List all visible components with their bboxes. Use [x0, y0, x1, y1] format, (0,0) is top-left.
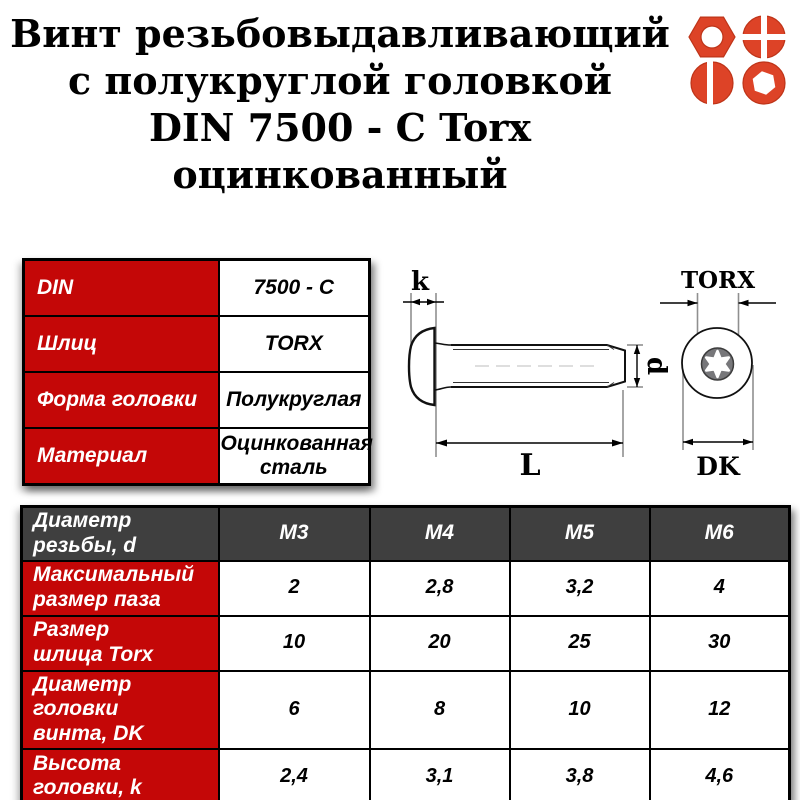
cell: 10	[508, 669, 651, 750]
title-line-2: с полукруглой головкой	[68, 58, 612, 103]
k-label: k	[411, 267, 430, 297]
column-header-m4: М4	[368, 505, 511, 562]
l-label: L	[519, 448, 540, 483]
cell: 2,8	[368, 559, 511, 617]
size-table: Диаметр резьбы, d М3 М4 М5 М6 Максимальн…	[20, 505, 791, 800]
table-row: Материал Оцинкованная сталь	[22, 427, 373, 486]
cell: 8	[368, 669, 511, 750]
row-label: Высота головки, k	[20, 747, 220, 800]
dk-label: DK	[696, 452, 741, 481]
technical-drawing: k d L TORX	[403, 267, 776, 483]
cell: 2	[217, 559, 371, 617]
fastener-logo	[688, 14, 787, 106]
row-label: Диаметр головки винта, DK	[20, 669, 220, 750]
spec-value-head-shape: Полукруглая	[217, 371, 371, 429]
k-dimension: k	[403, 267, 444, 306]
d-label: d	[641, 357, 671, 375]
dk-dimension: DK	[683, 438, 753, 481]
cell: 10	[217, 614, 371, 672]
table-row: Шлиц TORX	[22, 315, 371, 373]
hex-socket-icon	[742, 61, 786, 105]
torx-dimension: TORX	[660, 267, 776, 307]
table-row: Высота головки, k 2,4 3,1 3,8 4,6	[20, 747, 791, 800]
title-line-1: Винт резьбовыдавливающий	[10, 11, 670, 56]
table-header-row: Диаметр резьбы, d М3 М4 М5 М6	[20, 505, 791, 562]
title-line-3: DIN 7500 - C Torx	[148, 105, 532, 150]
table-row: Диаметр головки винта, DK 6 8 10 12	[20, 669, 791, 750]
torx-star	[704, 349, 731, 379]
spec-label-material: Материал	[22, 427, 220, 486]
cell: 3,1	[368, 747, 511, 800]
corner-header: Диаметр резьбы, d	[20, 505, 220, 562]
row-label: Размер шлица Torx	[20, 614, 220, 672]
cell: 6	[217, 669, 371, 750]
spec-value-material: Оцинкованная сталь	[217, 427, 373, 486]
table-row: Максимальный размер паза 2 2,8 3,2 4	[20, 559, 791, 617]
extension-lines	[410, 293, 754, 457]
screw-head-profile	[407, 326, 436, 407]
phillips-drive-icon	[741, 14, 787, 60]
spec-value-din: 7500 - C	[217, 258, 371, 317]
cell: 4	[648, 559, 791, 617]
screw-front-view	[681, 327, 753, 399]
column-header-m5: М5	[508, 505, 651, 562]
spec-table: DIN 7500 - C Шлиц TORX Форма головки Пол…	[22, 258, 373, 486]
row-label: Максимальный размер паза	[20, 559, 220, 617]
cell: 30	[648, 614, 791, 672]
spec-value-drive: TORX	[217, 315, 371, 373]
spec-label-din: DIN	[22, 258, 220, 317]
spec-label-drive: Шлиц	[22, 315, 220, 373]
column-header-m6: М6	[648, 505, 791, 562]
title-line-4: оцинкованный	[172, 152, 508, 197]
slotted-drive-icon	[690, 60, 734, 106]
screw-side-view	[407, 326, 626, 407]
table-row: Размер шлица Torx 10 20 25 30	[20, 614, 791, 672]
torx-label: TORX	[681, 267, 755, 294]
cell: 3,8	[508, 747, 651, 800]
spec-label-head-shape: Форма головки	[22, 371, 220, 429]
cell: 4,6	[648, 747, 791, 800]
column-header-m3: М3	[217, 505, 371, 562]
page-title: Винт резьбовыдавливающий с полукруглой г…	[10, 10, 670, 198]
cell: 2,4	[217, 747, 371, 800]
l-dimension: L	[436, 439, 623, 483]
table-row: Форма головки Полукруглая	[22, 371, 371, 429]
cell: 3,2	[508, 559, 651, 617]
cell: 12	[648, 669, 791, 750]
table-row: DIN 7500 - C	[22, 258, 371, 317]
hex-nut-icon	[688, 16, 736, 58]
d-dimension: d	[633, 345, 671, 387]
cell: 20	[368, 614, 511, 672]
cell: 25	[508, 614, 651, 672]
